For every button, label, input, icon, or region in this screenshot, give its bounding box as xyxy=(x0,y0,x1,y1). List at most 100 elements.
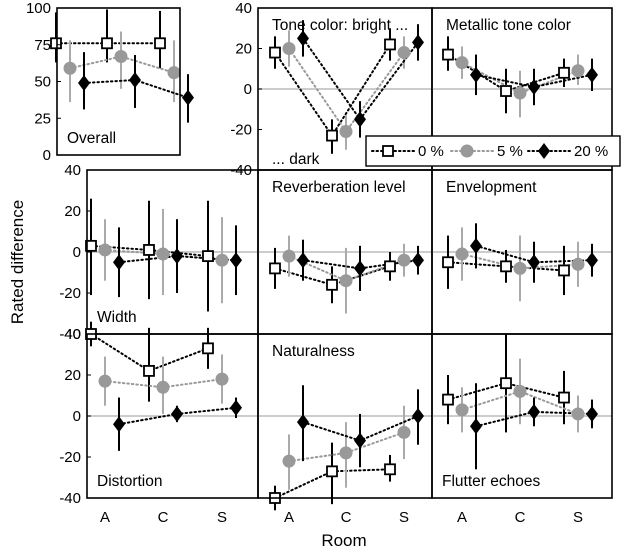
panel-frame xyxy=(431,333,613,499)
legend-circle-marker xyxy=(460,144,474,158)
panel-title: Tone color: bright ... xyxy=(272,17,408,34)
data-point-square xyxy=(154,37,166,50)
data-point-diamond xyxy=(354,111,366,128)
data-point-square xyxy=(269,46,281,59)
data-point-diamond xyxy=(470,418,482,435)
data-point-circle xyxy=(397,253,411,267)
y-tick-label: 75 xyxy=(34,37,51,54)
data-point-circle xyxy=(571,64,585,78)
y-axis-label: Rated difference xyxy=(8,200,27,324)
data-point-square xyxy=(558,66,570,79)
panel-title: Distortion xyxy=(97,473,162,490)
data-point-circle xyxy=(513,384,527,398)
data-point-square xyxy=(202,250,214,263)
y-tick-label: -40 xyxy=(59,326,81,343)
data-point-square xyxy=(558,264,570,277)
data-point-diamond xyxy=(297,414,309,431)
data-point-circle xyxy=(571,407,585,421)
data-point-circle xyxy=(339,125,353,139)
data-point-square xyxy=(500,85,512,97)
data-point-square xyxy=(143,364,155,377)
data-point-diamond xyxy=(354,432,366,449)
panel-title: Envelopment xyxy=(446,179,537,196)
x-tick-label: C xyxy=(341,509,352,526)
data-point-diamond xyxy=(230,399,242,416)
data-point-square xyxy=(384,463,396,476)
y-tick-label: -40 xyxy=(59,490,81,507)
y-tick-label: 50 xyxy=(34,74,51,91)
data-point-diamond xyxy=(412,252,424,269)
data-point-circle xyxy=(339,446,353,460)
y-tick-label: -20 xyxy=(59,285,81,302)
legend-square-marker xyxy=(382,145,394,157)
series-line xyxy=(69,55,175,74)
y-tick-label: 20 xyxy=(64,367,81,384)
panel-4: Reverberation level xyxy=(257,169,433,335)
panel-title: Reverberation level xyxy=(272,179,406,196)
data-point-circle xyxy=(215,253,229,267)
data-point-circle xyxy=(397,425,411,439)
y-tick-label: 0 xyxy=(43,147,51,164)
data-point-diamond xyxy=(113,254,125,271)
panel-title: Overall xyxy=(67,130,116,147)
panel-7: A C S Naturalness xyxy=(257,333,433,526)
panel-title: Width xyxy=(97,309,137,326)
data-point-circle xyxy=(339,274,353,288)
data-point-circle xyxy=(513,86,527,100)
data-point-circle xyxy=(397,46,411,60)
panel-8: A C S Flutter echoes xyxy=(431,333,613,526)
data-point-diamond xyxy=(182,89,194,106)
data-point-square xyxy=(202,342,214,355)
data-point-square xyxy=(500,377,512,390)
data-point-square xyxy=(500,260,512,273)
data-point-circle xyxy=(455,403,469,417)
x-tick-label: C xyxy=(515,509,526,526)
data-point-diamond xyxy=(354,260,366,277)
data-point-square xyxy=(50,37,62,50)
data-point-square xyxy=(442,48,454,61)
legend-label: 20 % xyxy=(574,143,608,160)
y-tick-label: 0 xyxy=(73,244,81,261)
x-tick-label: A xyxy=(457,509,467,526)
data-point-diamond xyxy=(528,403,540,420)
data-point-square xyxy=(269,262,281,275)
data-point-square xyxy=(326,278,338,291)
data-point-diamond xyxy=(113,416,125,433)
data-point-diamond xyxy=(297,252,309,269)
panel-title: Metallic tone color xyxy=(446,17,571,34)
data-point-diamond xyxy=(129,72,141,89)
data-point-diamond xyxy=(586,405,598,422)
data-point-diamond xyxy=(470,66,482,83)
data-point-circle xyxy=(167,66,181,80)
x-tick-label: S xyxy=(217,509,227,526)
panel-annotation: ... dark xyxy=(272,151,320,168)
data-point-diamond xyxy=(470,237,482,254)
data-point-square xyxy=(384,38,396,51)
data-point-circle xyxy=(282,249,296,263)
panel-0: 0 25 50 75 100 Overall xyxy=(26,0,194,164)
data-point-diamond xyxy=(412,408,424,424)
data-point-square xyxy=(326,465,338,478)
data-point-square xyxy=(384,260,396,273)
data-point-circle xyxy=(63,61,77,75)
data-point-circle xyxy=(455,247,469,261)
panel-title: Flutter echoes xyxy=(442,473,540,490)
data-point-square xyxy=(85,239,97,252)
data-point-diamond xyxy=(412,34,424,51)
data-point-square xyxy=(101,37,113,50)
panel-5: Envelopment xyxy=(431,169,613,335)
legend: 0 % 5 % 20 % xyxy=(365,135,621,167)
data-point-diamond xyxy=(586,66,598,83)
data-point-diamond xyxy=(528,78,540,95)
data-point-diamond xyxy=(230,252,242,269)
x-axis-label: Room xyxy=(321,531,366,550)
y-tick-label: 20 xyxy=(64,203,81,220)
data-point-diamond xyxy=(78,74,90,91)
y-tick-label: 0 xyxy=(244,81,252,98)
data-point-circle xyxy=(98,374,112,388)
data-point-diamond xyxy=(171,405,183,422)
panel-3: -40 -20 0 20 40 Width xyxy=(59,162,259,343)
y-tick-label: 40 xyxy=(235,0,252,17)
data-point-circle xyxy=(98,243,112,257)
